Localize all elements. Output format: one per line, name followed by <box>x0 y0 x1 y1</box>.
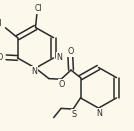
Text: S: S <box>71 110 76 119</box>
Text: Cl: Cl <box>34 4 42 13</box>
Text: N: N <box>96 109 102 118</box>
Text: Cl: Cl <box>0 19 2 28</box>
Text: O: O <box>0 53 3 62</box>
Text: N: N <box>31 67 37 76</box>
Text: O: O <box>58 80 65 89</box>
Text: N: N <box>57 53 62 62</box>
Text: O: O <box>67 47 74 56</box>
